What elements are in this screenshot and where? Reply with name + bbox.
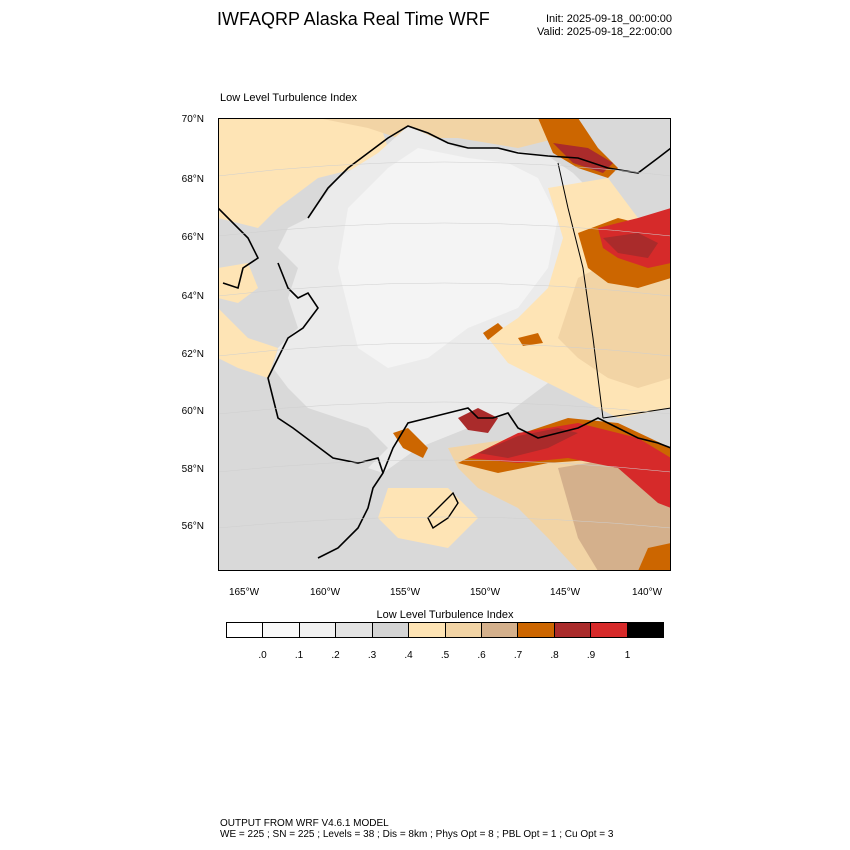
field-peach-northwest xyxy=(218,118,388,228)
lat-label: 56°N xyxy=(181,521,204,532)
lat-label: 68°N xyxy=(181,174,204,185)
model-info-line-2: WE = 225 ; SN = 225 ; Levels = 38 ; Dis … xyxy=(220,829,614,840)
field-orange-streak-1 xyxy=(483,323,503,340)
field-darkred-yukon xyxy=(603,233,658,258)
border-alaska-canada xyxy=(557,162,604,419)
field-orange-streak-3 xyxy=(638,543,671,571)
lon-label: 165°W xyxy=(228,587,260,598)
valid-time: Valid: 2025-09-18_22:00:00 xyxy=(537,26,672,38)
main-title: IWFAQRP Alaska Real Time WRF xyxy=(217,9,490,29)
init-time: Init: 2025-09-18_00:00:00 xyxy=(546,13,672,25)
colorbar-tick-label: .4 xyxy=(404,650,413,661)
map-frame xyxy=(218,118,671,571)
colorbar-tick-label: .1 xyxy=(294,650,304,661)
lat-label: 64°N xyxy=(181,291,204,302)
colorbar-tick-label: .0 xyxy=(258,650,267,661)
lat-label: 62°N xyxy=(181,349,204,360)
colorbar-tick-label: .9 xyxy=(586,650,596,661)
colorbar-swatch xyxy=(299,623,337,637)
field-orange-streak-2 xyxy=(518,333,543,346)
colorbar-swatch xyxy=(227,623,264,637)
graticule xyxy=(218,161,671,529)
lon-label: 140°W xyxy=(631,587,663,598)
field-red-kenai xyxy=(458,408,498,433)
lon-label: 155°W xyxy=(389,587,421,598)
model-info-line-1: OUTPUT FROM WRF V4.6.1 MODEL xyxy=(220,818,389,829)
colorbar-tick-label: .6 xyxy=(477,650,486,661)
colorbar-swatch xyxy=(409,623,446,637)
turbulence-map xyxy=(218,118,671,571)
colorbar-tick-label: .7 xyxy=(513,650,523,661)
colorbar-tick-label: .8 xyxy=(550,650,559,661)
coastline-alaska xyxy=(218,125,671,559)
lon-label: 150°W xyxy=(469,587,501,598)
colorbar-swatch xyxy=(591,623,628,637)
colorbar-tick-label: .5 xyxy=(440,650,450,661)
lat-label: 70°N xyxy=(181,114,204,125)
colorbar-title: Low Level Turbulence Index xyxy=(376,609,514,621)
lon-label: 160°W xyxy=(309,587,341,598)
lon-label: 145°W xyxy=(549,587,581,598)
colorbar-tick-label: .3 xyxy=(367,650,377,661)
panel-title: Low Level Turbulence Index xyxy=(220,92,357,104)
colorbar-swatch xyxy=(518,623,555,637)
colorbar-swatch xyxy=(372,623,410,637)
field-orange-kenai xyxy=(393,428,428,458)
colorbar xyxy=(226,622,664,638)
island-kodiak xyxy=(427,491,459,530)
field-peach-bering xyxy=(218,308,278,378)
lat-label: 60°N xyxy=(181,406,204,417)
colorbar-swatch xyxy=(445,623,482,637)
lat-label: 58°N xyxy=(181,464,204,475)
lat-label: 66°N xyxy=(181,232,204,243)
map-border xyxy=(218,118,671,571)
colorbar-swatch xyxy=(336,623,373,637)
land-interior-light xyxy=(338,148,558,368)
colorbar-swatch xyxy=(481,623,519,637)
field-darkred-coast xyxy=(478,428,578,458)
field-peach-north xyxy=(318,118,558,148)
colorbar-swatch xyxy=(263,623,300,637)
colorbar-tick-label: 1 xyxy=(624,650,631,661)
border-bc xyxy=(602,407,671,419)
colorbar-tick-label: .2 xyxy=(331,650,340,661)
colorbar-swatch xyxy=(554,623,592,637)
colorbar-swatch xyxy=(627,623,664,637)
